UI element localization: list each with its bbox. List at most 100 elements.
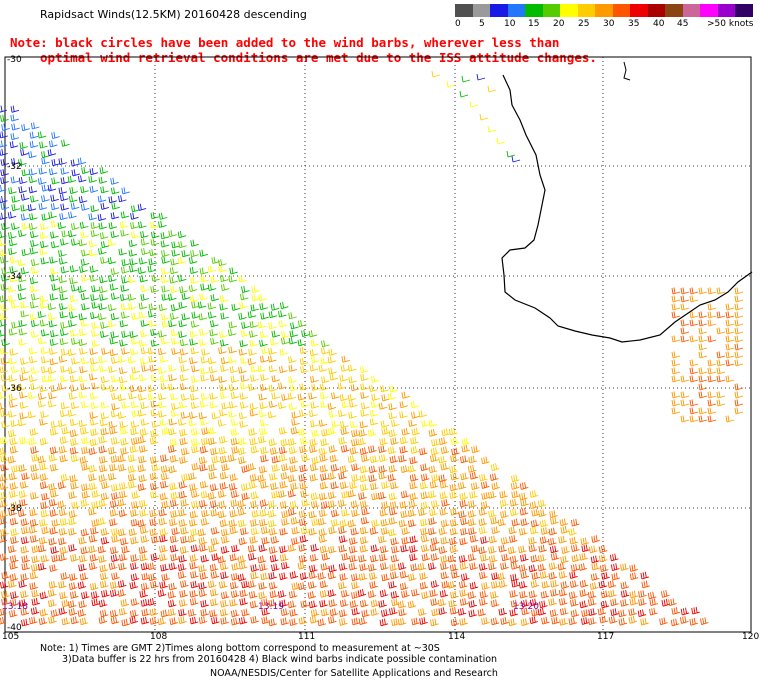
wind-barb <box>220 571 229 580</box>
wind-barb <box>251 294 261 302</box>
wind-barb <box>179 374 189 382</box>
wind-barb <box>698 327 708 335</box>
wind-barb <box>31 597 41 606</box>
wind-barb <box>70 616 80 625</box>
wind-barb <box>388 580 397 589</box>
wind-barb <box>78 196 88 204</box>
wind-barb <box>239 597 248 606</box>
wind-barb <box>341 490 350 499</box>
wind-barb <box>348 545 358 554</box>
wind-barb <box>39 141 48 149</box>
wind-barb <box>158 401 167 409</box>
wind-barb <box>70 384 79 392</box>
wind-barb <box>191 445 200 454</box>
wind-barb <box>598 554 608 563</box>
wind-barb <box>239 589 249 598</box>
wind-barb <box>339 573 348 581</box>
wind-barb <box>138 311 148 319</box>
wind-barb <box>60 266 70 274</box>
wind-barb <box>48 599 57 608</box>
wind-barb <box>439 480 449 489</box>
wind-barb <box>429 589 438 597</box>
wind-barb <box>28 392 37 400</box>
wind-barb <box>230 375 240 383</box>
wind-barb <box>200 599 209 608</box>
wind-barb <box>481 492 490 500</box>
wind-barb <box>317 618 327 627</box>
wind-barb <box>169 617 178 626</box>
wind-barb <box>48 211 57 219</box>
wind-barb <box>88 249 98 257</box>
wind-barb <box>130 337 140 345</box>
wind-barb <box>199 463 208 472</box>
wind-barb <box>238 275 247 283</box>
wind-barb <box>70 284 80 292</box>
wind-barb <box>99 364 108 373</box>
wind-barb <box>490 617 500 626</box>
wind-barb <box>178 320 187 328</box>
wind-barb <box>427 562 437 571</box>
wind-barb <box>20 267 30 275</box>
wind-barb <box>259 509 269 517</box>
wind-barb <box>230 499 240 508</box>
wind-barb <box>20 204 29 212</box>
wind-barb <box>467 591 477 599</box>
wind-barb <box>528 590 538 599</box>
wind-barb <box>28 437 37 446</box>
wind-barb <box>420 473 430 482</box>
wind-barb <box>140 347 150 355</box>
wind-barb <box>0 473 8 482</box>
wind-barb <box>410 563 419 572</box>
wind-barb <box>119 553 128 562</box>
legend-swatch <box>525 4 543 17</box>
wind-barb <box>310 339 320 347</box>
wind-barb <box>149 617 159 625</box>
wind-barb <box>98 176 108 184</box>
wind-barb <box>68 517 77 526</box>
wind-barb <box>58 276 68 284</box>
wind-barb <box>430 618 439 627</box>
wind-barb <box>40 347 50 355</box>
wind-barb <box>17 275 27 283</box>
wind-barb <box>131 501 140 509</box>
wind-barb <box>339 481 349 490</box>
wind-barb <box>99 572 109 581</box>
time-labels: 13:18 13:19 13:20 <box>2 602 539 612</box>
wind-barb <box>190 385 199 393</box>
wind-barb <box>0 517 7 525</box>
wind-barb <box>199 267 209 275</box>
wind-barb <box>30 195 39 203</box>
wind-barb <box>61 426 70 435</box>
wind-barb <box>549 545 559 554</box>
wind-barb <box>210 537 220 546</box>
wind-barb <box>369 527 379 535</box>
wind-barb <box>671 607 681 615</box>
wind-barb <box>338 609 348 618</box>
wind-barb <box>320 608 330 617</box>
wind-barb <box>120 311 130 319</box>
wind-barb <box>99 166 109 174</box>
wind-barb <box>229 598 238 607</box>
wind-barb <box>391 419 400 427</box>
wind-barb <box>17 293 27 301</box>
wind-barb <box>400 490 410 499</box>
wind-barb <box>380 518 390 527</box>
wind-barb <box>170 258 179 266</box>
wind-barb <box>110 230 120 238</box>
legend-tick: 10 <box>504 19 516 29</box>
wind-barb <box>369 384 378 392</box>
wind-barb <box>298 544 308 552</box>
wind-barb <box>568 591 578 600</box>
wind-barb <box>268 500 277 508</box>
wind-barb <box>228 356 237 364</box>
wind-barb <box>178 240 187 249</box>
wind-barb <box>49 256 58 264</box>
wind-barb <box>548 527 558 536</box>
wind-barb <box>428 419 438 428</box>
wind-barb <box>37 177 47 185</box>
wind-barb <box>69 277 78 285</box>
wind-barb <box>689 295 699 303</box>
wind-barb <box>48 347 58 355</box>
wind-barb <box>219 274 229 282</box>
wind-barb <box>689 359 699 367</box>
